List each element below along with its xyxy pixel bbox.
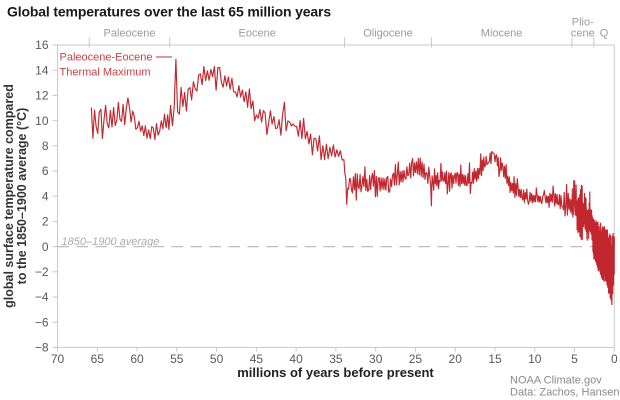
svg-text:NOAA Climate.gov: NOAA Climate.gov	[510, 375, 602, 387]
svg-text:70: 70	[51, 352, 65, 366]
svg-text:40: 40	[289, 352, 303, 366]
svg-text:10: 10	[35, 114, 49, 128]
svg-text:15: 15	[488, 352, 502, 366]
svg-text:25: 25	[409, 352, 423, 366]
svg-text:20: 20	[449, 352, 463, 366]
svg-text:12: 12	[35, 89, 49, 103]
svg-text:45: 45	[250, 352, 264, 366]
svg-text:Q: Q	[600, 28, 609, 40]
svg-text:65: 65	[91, 352, 105, 366]
svg-text:55: 55	[170, 352, 184, 366]
svg-text:to the 1850–1900 average (°C): to the 1850–1900 average (°C)	[15, 108, 29, 285]
svg-text:Eocene: Eocene	[239, 28, 276, 40]
svg-text:−2: −2	[35, 265, 49, 279]
svg-text:−8: −8	[35, 341, 49, 355]
svg-text:Plio-: Plio-	[572, 17, 594, 29]
svg-text:millions of years before prese: millions of years before present	[237, 365, 434, 380]
svg-text:0: 0	[42, 240, 49, 254]
svg-text:Oligocene: Oligocene	[363, 28, 413, 40]
svg-text:30: 30	[369, 352, 383, 366]
svg-text:Miocene: Miocene	[481, 28, 523, 40]
svg-text:−6: −6	[35, 315, 49, 329]
svg-text:−4: −4	[35, 290, 49, 304]
svg-text:14: 14	[35, 63, 49, 77]
svg-text:16: 16	[35, 38, 49, 52]
svg-text:10: 10	[528, 352, 542, 366]
svg-text:60: 60	[130, 352, 144, 366]
svg-text:global surface temperature com: global surface temperature compared	[2, 84, 16, 308]
svg-text:cene: cene	[571, 28, 595, 40]
svg-text:6: 6	[42, 164, 49, 178]
svg-text:Paleocene-Eocene: Paleocene-Eocene	[60, 52, 153, 64]
svg-text:50: 50	[210, 352, 224, 366]
svg-text:35: 35	[329, 352, 343, 366]
svg-text:Global temperatures over the l: Global temperatures over the last 65 mil…	[7, 4, 331, 20]
svg-text:Paleocene: Paleocene	[104, 28, 156, 40]
svg-text:Data: Zachos, Hansen: Data: Zachos, Hansen	[510, 387, 619, 399]
svg-text:1850–1900 average: 1850–1900 average	[62, 236, 160, 248]
svg-text:0: 0	[611, 352, 618, 366]
svg-text:Thermal Maximum: Thermal Maximum	[60, 67, 151, 79]
svg-text:2: 2	[42, 215, 49, 229]
svg-text:5: 5	[571, 352, 578, 366]
svg-text:8: 8	[42, 139, 49, 153]
svg-text:4: 4	[42, 189, 49, 203]
